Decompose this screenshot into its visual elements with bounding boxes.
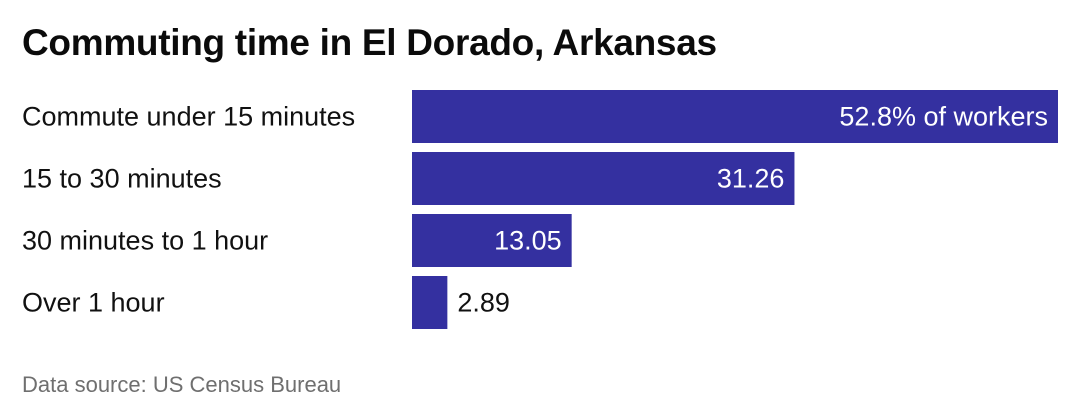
category-label: Over 1 hour xyxy=(22,288,165,318)
value-label: 2.89 xyxy=(457,288,510,318)
category-label: 15 to 30 minutes xyxy=(22,164,222,194)
bar-chart: Commute under 15 minutes 52.8% of workers… xyxy=(22,90,1058,329)
value-label: 31.26 xyxy=(717,164,785,194)
bar xyxy=(412,90,1058,143)
value-label: 13.05 xyxy=(494,226,562,256)
chart-title: Commuting time in El Dorado, Arkansas xyxy=(22,22,717,63)
category-label: 30 minutes to 1 hour xyxy=(22,226,268,256)
data-source-note: Data source: US Census Bureau xyxy=(22,372,342,397)
value-label: 52.8% of workers xyxy=(839,102,1048,132)
bar xyxy=(412,214,572,267)
category-label: Commute under 15 minutes xyxy=(22,102,355,132)
bar xyxy=(412,276,448,329)
bar xyxy=(412,152,795,205)
